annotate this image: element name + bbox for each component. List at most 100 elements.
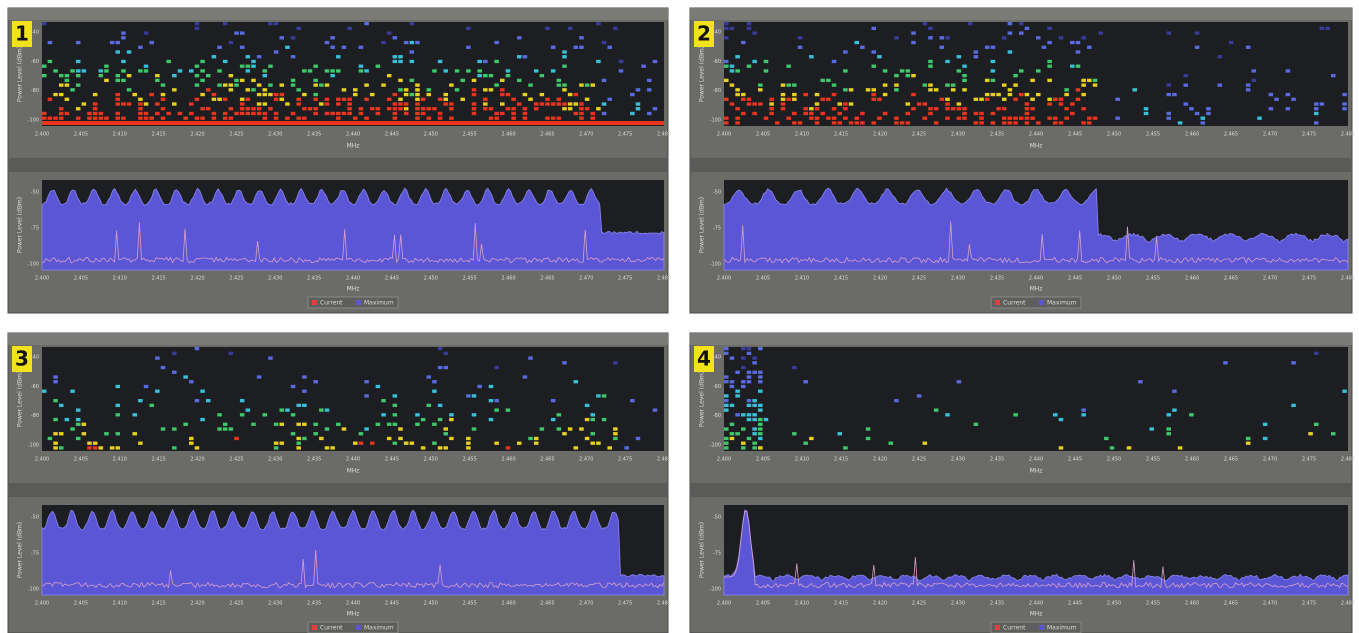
- waterfall-dot: [1200, 121, 1206, 125]
- waterfall-dot: [752, 370, 757, 374]
- waterfall-dot: [1223, 361, 1228, 365]
- waterfall-dot: [466, 45, 471, 49]
- x-tick-label: 2.435: [307, 601, 321, 607]
- x-tick-label: 2.455: [1146, 132, 1160, 138]
- waterfall-dot: [1013, 74, 1018, 78]
- waterfall-dot: [172, 427, 177, 431]
- waterfall-dot: [58, 432, 64, 436]
- waterfall-dot: [234, 436, 239, 441]
- waterfall-dot: [313, 422, 318, 426]
- waterfall-dot: [1075, 64, 1081, 68]
- y-axis-label: Power Level (dBm): [17, 46, 24, 102]
- waterfall-dot: [590, 83, 596, 87]
- waterfall-dot: [809, 107, 814, 111]
- legend-swatch: [995, 625, 1000, 630]
- waterfall-dot: [596, 441, 601, 445]
- waterfall-dot: [562, 50, 567, 54]
- waterfall-dot: [729, 26, 735, 31]
- waterfall-dot: [1081, 408, 1086, 412]
- waterfall-dot: [279, 422, 285, 426]
- waterfall-dot: [211, 55, 217, 59]
- waterfall-dot: [313, 111, 318, 116]
- waterfall-dot: [579, 116, 584, 120]
- waterfall-dot: [780, 107, 786, 111]
- waterfall-dot: [854, 40, 860, 45]
- waterfall-dot: [183, 116, 188, 120]
- waterfall-dot: [200, 69, 205, 73]
- waterfall-dot: [183, 422, 188, 426]
- waterfall-dot: [618, 69, 624, 73]
- waterfall-dot: [64, 78, 70, 83]
- waterfall-dot: [477, 384, 482, 389]
- waterfall-dot: [562, 64, 567, 68]
- waterfall-dot: [522, 116, 528, 120]
- x-tick-label: 2.475: [618, 457, 632, 463]
- waterfall-dot: [273, 92, 279, 97]
- x-tick-label: 2.410: [113, 132, 127, 138]
- waterfall-dot: [369, 107, 375, 111]
- waterfall-dot: [426, 88, 432, 92]
- waterfall-dot: [652, 408, 658, 412]
- x-tick-label: 2.480: [1341, 457, 1355, 463]
- waterfall-dot: [1313, 102, 1319, 106]
- x-tick-label: 2.440: [346, 457, 360, 463]
- waterfall-dot: [746, 413, 752, 417]
- x-tick-label: 2.410: [795, 132, 809, 138]
- waterfall-dot: [511, 97, 516, 101]
- waterfall-dot: [729, 436, 735, 441]
- panel-badge: [694, 21, 714, 47]
- waterfall-dot: [279, 408, 285, 412]
- waterfall-dot: [92, 446, 98, 450]
- waterfall-dot: [1024, 111, 1030, 116]
- waterfall-dot: [313, 380, 318, 384]
- waterfall-dot: [556, 427, 562, 431]
- waterfall-dot: [53, 380, 58, 384]
- waterfall-dot: [641, 64, 646, 68]
- waterfall-dot: [746, 370, 752, 374]
- waterfall-dot: [882, 111, 888, 116]
- waterfall-dot: [92, 441, 98, 445]
- waterfall-dot: [894, 36, 899, 40]
- waterfall-dot: [115, 92, 121, 97]
- waterfall-dot: [403, 40, 409, 45]
- waterfall-dot: [1291, 97, 1296, 101]
- waterfall-dot: [990, 121, 996, 125]
- waterfall-dot: [1092, 116, 1098, 120]
- waterfall-dot: [239, 102, 245, 106]
- x-axis-label: MHz: [347, 468, 360, 475]
- x-tick-label: 2.460: [1185, 457, 1199, 463]
- waterfall-dot: [460, 78, 465, 83]
- waterfall-dot: [319, 408, 324, 412]
- waterfall-dot: [302, 375, 307, 379]
- waterfall-dot: [1268, 107, 1274, 111]
- waterfall-dot: [64, 74, 70, 78]
- x-tick-label: 2.465: [540, 457, 554, 463]
- waterfall-dot: [239, 64, 245, 68]
- current-trace: [723, 221, 1349, 264]
- panel-badge: [694, 346, 714, 372]
- waterfall-dot: [843, 116, 848, 120]
- waterfall-dot: [950, 83, 956, 87]
- waterfall-dot: [573, 45, 579, 49]
- waterfall-dot: [831, 121, 837, 125]
- waterfall-dot: [1166, 432, 1172, 436]
- waterfall-dot: [741, 441, 746, 445]
- waterfall-dot: [189, 111, 194, 116]
- waterfall-dot: [601, 394, 607, 398]
- waterfall-dot: [200, 92, 205, 97]
- waterfall-dot: [630, 111, 635, 116]
- waterfall-dot: [1058, 102, 1064, 106]
- waterfall-dot: [1075, 40, 1081, 45]
- waterfall-dot: [409, 40, 415, 45]
- waterfall-dot: [899, 69, 905, 73]
- waterfall-dot: [466, 26, 471, 31]
- waterfall-dot: [324, 446, 330, 450]
- waterfall-dot: [222, 116, 228, 120]
- waterfall-dot: [945, 107, 950, 111]
- waterfall-dot: [1285, 92, 1291, 97]
- waterfall-dot: [194, 83, 200, 87]
- waterfall-dot: [483, 88, 488, 92]
- waterfall-dot: [820, 97, 825, 101]
- waterfall-dot: [251, 59, 256, 64]
- x-tick-label: 2.455: [462, 601, 476, 607]
